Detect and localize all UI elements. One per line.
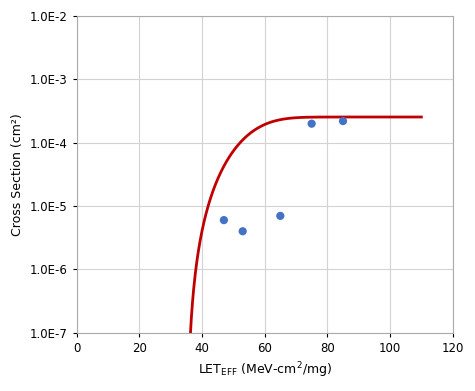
X-axis label: LET$_{\mathrm{EFF}}$ (MeV-cm$^2$/mg): LET$_{\mathrm{EFF}}$ (MeV-cm$^2$/mg) (198, 360, 332, 380)
Point (239, 228, 247, 234)
Point (339, 118, 347, 124)
Point (308, 120, 315, 127)
Y-axis label: Cross Section (cm²): Cross Section (cm²) (11, 113, 24, 236)
Point (276, 213, 284, 219)
Point (220, 217, 228, 223)
